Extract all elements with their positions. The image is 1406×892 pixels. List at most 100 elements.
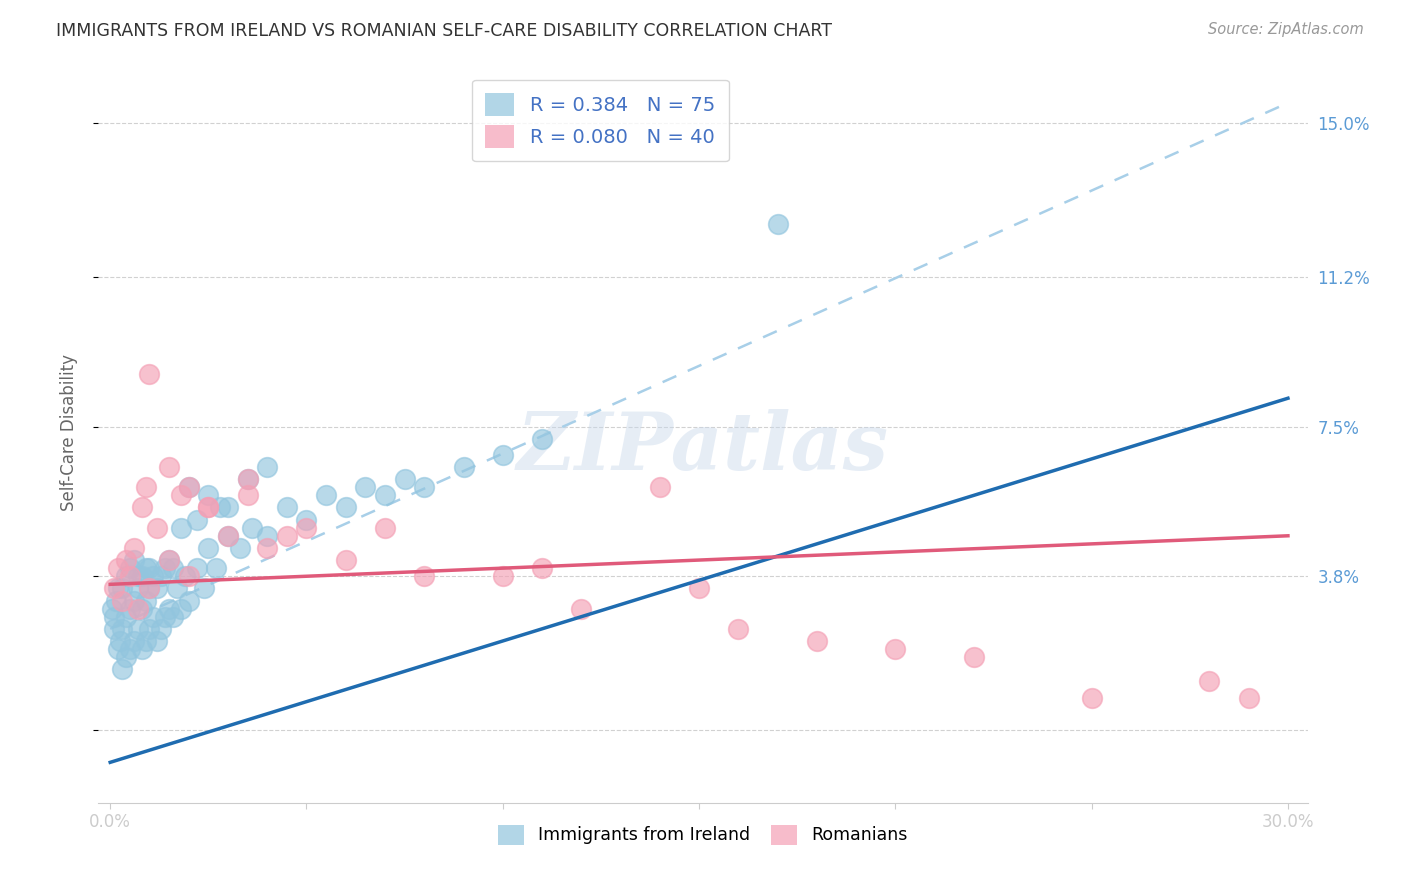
Text: IMMIGRANTS FROM IRELAND VS ROMANIAN SELF-CARE DISABILITY CORRELATION CHART: IMMIGRANTS FROM IRELAND VS ROMANIAN SELF…	[56, 22, 832, 40]
Point	[205, 561, 228, 575]
Point	[256, 460, 278, 475]
Legend: Immigrants from Ireland, Romanians: Immigrants from Ireland, Romanians	[489, 816, 917, 854]
Point	[138, 582, 160, 596]
Point	[157, 553, 180, 567]
Point	[111, 662, 134, 676]
Point	[170, 488, 193, 502]
Point	[122, 593, 145, 607]
Point	[103, 622, 125, 636]
Point	[374, 488, 396, 502]
Point	[170, 601, 193, 615]
Point	[146, 521, 169, 535]
Point	[135, 561, 157, 575]
Point	[122, 553, 145, 567]
Point	[335, 553, 357, 567]
Point	[413, 569, 436, 583]
Point	[256, 529, 278, 543]
Point	[217, 529, 239, 543]
Point	[105, 593, 128, 607]
Point	[131, 642, 153, 657]
Point	[236, 488, 259, 502]
Point	[648, 480, 671, 494]
Point	[115, 650, 138, 665]
Text: ZIPatlas: ZIPatlas	[517, 409, 889, 486]
Point	[146, 582, 169, 596]
Point	[111, 582, 134, 596]
Point	[135, 634, 157, 648]
Point	[1237, 690, 1260, 705]
Point	[295, 521, 318, 535]
Point	[138, 582, 160, 596]
Point	[177, 480, 200, 494]
Point	[107, 642, 129, 657]
Point	[492, 569, 515, 583]
Point	[166, 582, 188, 596]
Point	[108, 634, 131, 648]
Point	[177, 569, 200, 583]
Point	[135, 480, 157, 494]
Point	[138, 622, 160, 636]
Point	[127, 601, 149, 615]
Point	[354, 480, 377, 494]
Point	[276, 500, 298, 515]
Point	[177, 593, 200, 607]
Point	[531, 561, 554, 575]
Y-axis label: Self-Care Disability: Self-Care Disability	[59, 354, 77, 511]
Point	[153, 561, 176, 575]
Point	[118, 642, 141, 657]
Point	[236, 472, 259, 486]
Point	[173, 569, 195, 583]
Point	[1198, 674, 1220, 689]
Point	[142, 569, 165, 583]
Point	[122, 634, 145, 648]
Point	[186, 513, 208, 527]
Point	[186, 561, 208, 575]
Point	[236, 472, 259, 486]
Point	[103, 609, 125, 624]
Point	[157, 460, 180, 475]
Point	[138, 561, 160, 575]
Point	[531, 432, 554, 446]
Point	[256, 541, 278, 555]
Point	[197, 488, 219, 502]
Point	[569, 601, 592, 615]
Point	[229, 541, 252, 555]
Point	[115, 609, 138, 624]
Point	[107, 582, 129, 596]
Point	[766, 217, 789, 231]
Point	[111, 622, 134, 636]
Point	[127, 622, 149, 636]
Point	[101, 601, 124, 615]
Point	[177, 480, 200, 494]
Point	[157, 553, 180, 567]
Point	[197, 541, 219, 555]
Point	[197, 500, 219, 515]
Point	[115, 569, 138, 583]
Text: Source: ZipAtlas.com: Source: ZipAtlas.com	[1208, 22, 1364, 37]
Point	[240, 521, 263, 535]
Point	[118, 561, 141, 575]
Point	[688, 582, 710, 596]
Point	[157, 601, 180, 615]
Point	[127, 582, 149, 596]
Point	[315, 488, 337, 502]
Point	[193, 582, 215, 596]
Point	[492, 448, 515, 462]
Point	[197, 500, 219, 515]
Point	[138, 367, 160, 381]
Point	[131, 569, 153, 583]
Point	[335, 500, 357, 515]
Point	[150, 622, 173, 636]
Point	[1080, 690, 1102, 705]
Point	[135, 593, 157, 607]
Point	[413, 480, 436, 494]
Point	[374, 521, 396, 535]
Point	[131, 601, 153, 615]
Point	[394, 472, 416, 486]
Point	[142, 609, 165, 624]
Point	[209, 500, 232, 515]
Point	[150, 569, 173, 583]
Point	[153, 609, 176, 624]
Point	[162, 609, 184, 624]
Point	[111, 593, 134, 607]
